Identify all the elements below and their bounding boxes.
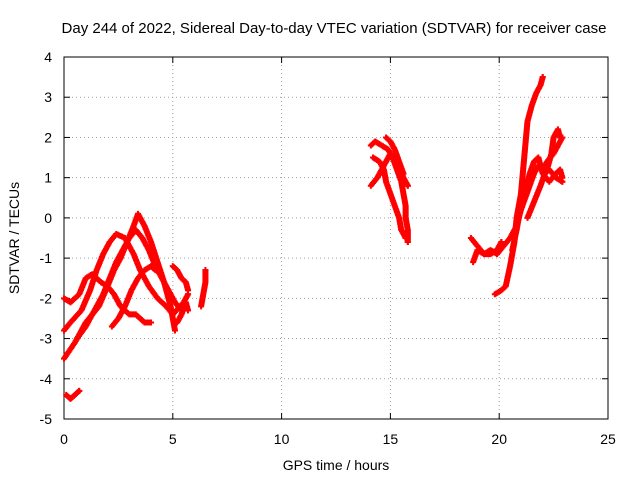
x-tick-labels: 0 5 10 15 20 25	[60, 431, 616, 447]
data-points	[61, 74, 566, 402]
data-point	[148, 319, 155, 326]
data-point	[152, 267, 159, 274]
x-axis-label: GPS time / hours	[283, 457, 390, 473]
y-tick-label: -4	[40, 371, 53, 387]
x-tick-label: 20	[491, 431, 507, 447]
y-tick-label: 0	[44, 210, 52, 226]
tick-marks	[63, 56, 609, 420]
y-tick-label: -3	[40, 331, 53, 347]
x-tick-label: 5	[169, 431, 177, 447]
x-tick-label: 25	[600, 431, 616, 447]
y-tick-label: -5	[40, 411, 53, 427]
y-tick-label: 1	[44, 170, 52, 186]
data-point	[559, 178, 566, 185]
y-tick-label: 4	[44, 49, 52, 65]
y-tick-label: 2	[44, 129, 52, 145]
data-point	[185, 287, 192, 294]
x-tick-label: 10	[274, 431, 290, 447]
data-point	[539, 74, 546, 81]
data-point	[402, 235, 409, 241]
data-point	[202, 267, 209, 274]
x-tick-label: 0	[60, 431, 68, 447]
grid-lines	[64, 57, 608, 419]
data-point	[400, 170, 407, 177]
data-point	[171, 327, 178, 334]
y-axis-label: SDTVAR / TECUs	[6, 182, 22, 294]
data-point	[185, 307, 192, 314]
data-point	[404, 182, 411, 189]
chart-title: Day 244 of 2022, Sidereal Day-to-day VTE…	[62, 20, 607, 37]
data-point	[557, 134, 564, 141]
y-tick-labels: -5 -4 -3 -2 -1 0 1 2 3 4	[40, 49, 53, 427]
data-point	[498, 239, 505, 246]
y-tick-label: -1	[40, 250, 53, 266]
x-tick-label: 15	[383, 431, 399, 447]
y-tick-label: -2	[40, 290, 53, 306]
data-point	[404, 239, 411, 246]
plot-frame	[63, 56, 609, 420]
data-point	[76, 387, 83, 394]
y-tick-label: 3	[44, 89, 52, 105]
